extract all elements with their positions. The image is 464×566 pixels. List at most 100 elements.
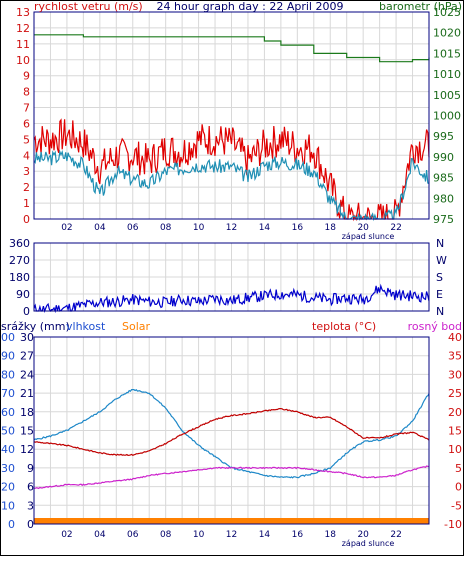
x-tick-label: 20 [357,223,369,233]
x-tick-label: 10 [193,223,205,233]
axis-tick-label: 80 [1,368,15,381]
axis-tick-label: 5 [455,462,462,475]
wind-direction-line [33,283,430,314]
x-tick-label: 02 [61,530,72,540]
x-tick-label: 18 [325,223,337,233]
axis-tick-label: 1015 [433,47,461,60]
x-tick-label: 16 [292,223,304,233]
pressure-line [34,34,430,63]
x-tick-label: 18 [325,530,337,540]
rain-axis-ticks: 0 3 6 9 12 15 18 21 24 27 30 [20,331,34,531]
axis-tick-label: 975 [433,213,454,226]
x-tick-label: 10 [193,530,205,540]
dew-point-legend: rosný bod [408,320,462,333]
axis-tick-label: -10 [444,518,462,531]
pressure-axis-label: barometr (hPa) [379,0,462,13]
axis-tick-label: 1 [23,197,30,210]
x-tick-label: 12 [226,530,237,540]
axis-tick-label: 3 [27,499,34,512]
humidity-axis-ticks: 0 10 20 30 40 50 60 70 80 90 100 [0,331,15,531]
x-tick-label: 08 [160,530,172,540]
solar-legend: Solar [122,320,151,333]
axis-tick-label: 60 [1,406,15,419]
axis-tick-label: 5 [23,133,30,146]
axis-tick-label: N [436,237,444,250]
axis-tick-label: 18 [20,406,34,419]
x-tick-label: 12 [226,223,237,233]
axis-tick-label: 24 [20,368,34,381]
axis-tick-label: 100 [0,331,15,344]
axis-tick-label: S [436,271,443,284]
axis-tick-label: E [436,288,443,301]
dew-point-line [33,465,430,490]
wind-speed-line [33,118,430,222]
x-tick-label: 06 [127,223,139,233]
rain-axis-label: srážky (mm) [1,320,70,333]
axis-tick-label: 9 [27,462,34,475]
temperature-legend: teplota (°C) [312,320,376,333]
direction-degree-ticks: 0 90 180 270 360 [9,237,30,318]
axis-tick-label: 2 [23,181,30,194]
axis-tick-label: 15 [448,425,462,438]
axis-tick-label: 180 [9,271,30,284]
axis-tick-label: 1005 [433,89,461,102]
axis-tick-label: 985 [433,172,454,185]
temperature-line [33,408,430,457]
axis-tick-label: 20 [448,406,462,419]
axis-tick-label: 0 [455,481,462,494]
panel1-x-ticks: 02 04 06 08 10 12 14 16 18 20 22 [61,223,402,233]
x-tick-label: 04 [94,530,106,540]
axis-tick-label: 0 [27,518,34,531]
axis-tick-label: 0 [23,305,30,318]
x-tick-label: 02 [61,223,72,233]
humidity-legend: vlhkost [66,320,106,333]
axis-tick-label: 12 [20,443,34,456]
axis-tick-label: 11 [16,38,30,51]
x-tick-label: 16 [292,530,304,540]
axis-tick-label: 10 [448,443,462,456]
panel2-grid [34,243,429,311]
x-tick-label: 04 [94,223,106,233]
x-tick-label: 06 [127,530,139,540]
x-tick-label: 08 [160,223,172,233]
axis-tick-label: 1020 [433,27,461,40]
x-tick-label: 20 [357,530,369,540]
axis-tick-label: 21 [20,387,34,400]
axis-tick-label: 1025 [433,6,461,19]
axis-tick-label: 13 [16,6,30,19]
axis-tick-label: 40 [1,443,15,456]
axis-tick-label: 12 [16,22,30,35]
axis-tick-label: 25 [448,387,462,400]
axis-tick-label: W [436,254,447,267]
axis-tick-label: -5 [451,499,462,512]
axis-tick-label: 10 [16,54,30,67]
axis-tick-label: 90 [16,288,30,301]
axis-tick-label: 30 [1,462,15,475]
pressure-axis-ticks: 975 980 985 990 995 1000 1005 1010 1015 1020 1025 [433,6,461,226]
axis-tick-label: 70 [1,387,15,400]
axis-tick-label: 35 [448,350,462,363]
x-tick-label: 22 [390,223,401,233]
axis-tick-label: 0 [23,213,30,226]
axis-tick-label: 990 [433,151,454,164]
axis-tick-label: 8 [23,86,30,99]
axis-tick-label: 980 [433,192,454,205]
axis-tick-label: 270 [9,254,30,267]
axis-tick-label: 4 [23,149,30,162]
axis-tick-label: 1000 [433,110,461,123]
sunset-label: západ slunce [342,232,395,241]
axis-tick-label: 7 [23,102,30,115]
axis-tick-label: N [436,305,444,318]
panel2-frame [33,242,430,312]
axis-tick-label: 9 [23,70,30,83]
axis-tick-label: 6 [27,481,34,494]
axis-tick-label: 6 [23,117,30,130]
axis-tick-label: 10 [1,499,15,512]
temp-axis-ticks: -10 -5 0 5 10 15 20 25 30 35 40 [444,331,462,531]
